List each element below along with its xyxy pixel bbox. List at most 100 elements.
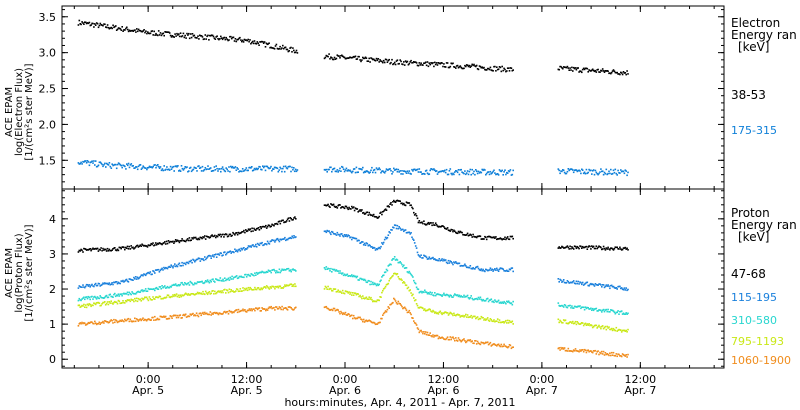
data-point-proton-795-1193 bbox=[287, 284, 290, 287]
data-point-electron-38-53 bbox=[120, 29, 123, 31]
data-point-proton-310-580 bbox=[288, 270, 291, 272]
data-point-electron-175-315 bbox=[149, 166, 152, 168]
data-point-proton-795-1193 bbox=[424, 310, 427, 312]
data-point-proton-115-195 bbox=[441, 258, 443, 260]
data-point-proton-115-195 bbox=[200, 258, 202, 260]
data-point-proton-310-580 bbox=[328, 268, 330, 270]
data-point-proton-1060-1900 bbox=[208, 313, 211, 316]
data-point-proton-795-1193 bbox=[569, 321, 571, 323]
data-point-proton-115-195 bbox=[368, 244, 370, 246]
data-point-proton-795-1193 bbox=[176, 295, 179, 298]
data-point-proton-47-68 bbox=[253, 227, 255, 230]
data-point-proton-47-68 bbox=[265, 227, 268, 229]
data-point-proton-115-195 bbox=[405, 232, 408, 234]
data-point-electron-175-315 bbox=[337, 171, 339, 173]
data-point-electron-38-53 bbox=[90, 24, 92, 26]
data-point-proton-47-68 bbox=[462, 233, 464, 236]
data-point-proton-795-1193 bbox=[133, 300, 135, 303]
data-point-proton-115-195 bbox=[170, 264, 172, 266]
data-point-proton-47-68 bbox=[500, 238, 503, 240]
data-point-electron-38-53 bbox=[282, 44, 284, 47]
data-point-electron-175-315 bbox=[101, 163, 103, 166]
data-point-proton-1060-1900 bbox=[331, 308, 333, 311]
data-point-proton-310-580 bbox=[560, 305, 562, 307]
data-point-proton-795-1193 bbox=[411, 294, 413, 297]
data-point-proton-795-1193 bbox=[252, 289, 254, 291]
proton-legend-series-4: 795-1193 bbox=[731, 335, 784, 348]
data-point-proton-47-68 bbox=[323, 204, 326, 206]
data-point-proton-310-580 bbox=[79, 299, 81, 301]
data-point-electron-38-53 bbox=[142, 30, 144, 32]
data-point-electron-38-53 bbox=[121, 26, 123, 28]
data-point-proton-1060-1900 bbox=[606, 353, 608, 355]
data-point-proton-47-68 bbox=[604, 249, 607, 251]
data-point-electron-38-53 bbox=[462, 67, 464, 70]
data-point-proton-310-580 bbox=[373, 282, 376, 285]
data-point-proton-795-1193 bbox=[468, 316, 471, 318]
data-point-electron-175-315 bbox=[463, 172, 465, 175]
data-point-electron-38-53 bbox=[250, 42, 252, 45]
data-point-proton-310-580 bbox=[557, 302, 560, 304]
data-point-proton-795-1193 bbox=[457, 314, 460, 316]
data-point-proton-115-195 bbox=[449, 260, 452, 262]
data-point-proton-1060-1900 bbox=[453, 337, 455, 340]
data-point-proton-795-1193 bbox=[389, 277, 391, 280]
data-point-proton-1060-1900 bbox=[182, 314, 184, 317]
data-point-proton-310-580 bbox=[337, 270, 339, 272]
data-point-proton-795-1193 bbox=[126, 299, 129, 301]
data-point-electron-38-53 bbox=[103, 23, 105, 25]
data-point-proton-310-580 bbox=[124, 293, 126, 295]
data-point-proton-1060-1900 bbox=[345, 314, 348, 316]
data-point-electron-38-53 bbox=[367, 60, 370, 62]
data-point-proton-115-195 bbox=[443, 258, 445, 261]
data-point-proton-795-1193 bbox=[594, 324, 597, 327]
data-point-proton-310-580 bbox=[144, 288, 147, 290]
data-point-proton-795-1193 bbox=[406, 287, 409, 290]
data-point-proton-795-1193 bbox=[147, 299, 150, 302]
data-point-proton-47-68 bbox=[376, 217, 379, 219]
data-point-electron-38-53 bbox=[161, 33, 164, 35]
data-point-proton-795-1193 bbox=[442, 312, 444, 314]
data-point-proton-310-580 bbox=[272, 269, 274, 271]
data-point-proton-795-1193 bbox=[104, 301, 106, 303]
data-point-proton-795-1193 bbox=[502, 321, 504, 323]
data-point-proton-47-68 bbox=[264, 226, 266, 228]
data-point-proton-795-1193 bbox=[204, 293, 206, 296]
data-point-electron-175-315 bbox=[578, 169, 580, 172]
data-point-proton-795-1193 bbox=[614, 329, 617, 332]
data-point-electron-38-53 bbox=[562, 66, 565, 68]
data-point-proton-310-580 bbox=[164, 285, 166, 287]
data-point-proton-47-68 bbox=[194, 237, 196, 239]
data-point-proton-115-195 bbox=[438, 258, 441, 260]
data-point-electron-38-53 bbox=[488, 68, 491, 71]
data-point-proton-310-580 bbox=[230, 278, 232, 280]
data-point-proton-310-580 bbox=[329, 270, 331, 272]
data-point-proton-1060-1900 bbox=[104, 320, 107, 322]
data-point-proton-310-580 bbox=[93, 296, 95, 298]
data-point-electron-38-53 bbox=[218, 38, 220, 41]
data-point-proton-115-195 bbox=[395, 227, 398, 230]
data-point-proton-1060-1900 bbox=[225, 311, 227, 314]
data-point-electron-175-315 bbox=[608, 170, 610, 173]
data-point-electron-38-53 bbox=[233, 40, 236, 42]
data-point-proton-795-1193 bbox=[152, 296, 154, 298]
data-point-proton-1060-1900 bbox=[370, 320, 372, 323]
data-point-proton-795-1193 bbox=[90, 305, 92, 308]
data-point-proton-115-195 bbox=[472, 267, 474, 269]
data-point-electron-38-53 bbox=[510, 67, 513, 69]
data-point-proton-115-195 bbox=[87, 285, 90, 287]
data-point-proton-310-580 bbox=[612, 310, 615, 312]
data-point-proton-47-68 bbox=[417, 221, 420, 224]
data-point-proton-310-580 bbox=[476, 298, 479, 301]
data-point-proton-310-580 bbox=[253, 274, 255, 277]
data-point-proton-310-580 bbox=[571, 305, 573, 307]
data-point-proton-115-195 bbox=[429, 258, 431, 260]
data-point-electron-38-53 bbox=[384, 58, 387, 61]
data-point-proton-310-580 bbox=[599, 309, 601, 311]
data-point-proton-1060-1900 bbox=[198, 312, 201, 315]
data-point-electron-38-53 bbox=[477, 68, 480, 71]
data-point-proton-115-195 bbox=[483, 270, 485, 272]
data-point-proton-115-195 bbox=[131, 279, 133, 281]
data-point-electron-38-53 bbox=[132, 30, 134, 32]
data-point-proton-1060-1900 bbox=[422, 332, 424, 335]
